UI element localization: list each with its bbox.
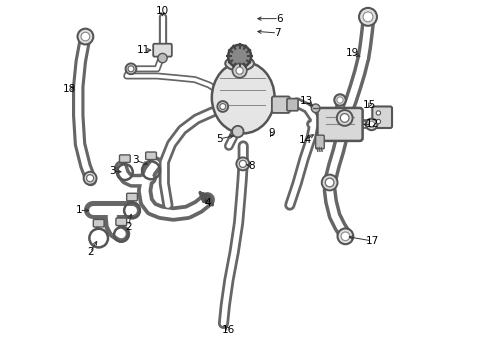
Circle shape [341,114,349,122]
Text: 19: 19 [346,48,359,58]
Circle shape [376,120,381,124]
Text: 10: 10 [156,6,169,17]
Circle shape [239,160,246,167]
Circle shape [311,104,320,113]
Text: 6: 6 [276,14,282,24]
Circle shape [337,97,343,103]
Circle shape [236,67,243,74]
Circle shape [334,94,346,106]
FancyBboxPatch shape [116,218,126,226]
Circle shape [87,175,94,182]
Text: 3: 3 [109,166,116,176]
Circle shape [220,104,226,109]
Text: 13: 13 [300,96,313,106]
Circle shape [125,63,136,74]
Circle shape [337,110,353,126]
FancyBboxPatch shape [120,155,130,162]
Circle shape [81,32,90,41]
Circle shape [322,175,338,190]
Circle shape [338,228,353,244]
Circle shape [236,157,249,170]
Circle shape [218,101,228,112]
Circle shape [359,8,377,26]
Circle shape [77,29,93,44]
Circle shape [325,178,334,187]
Circle shape [232,126,244,137]
Circle shape [341,232,350,240]
FancyBboxPatch shape [93,220,104,227]
Text: 3: 3 [132,155,139,165]
FancyBboxPatch shape [372,107,392,128]
Circle shape [368,121,375,127]
Circle shape [366,119,377,130]
Text: 5: 5 [217,134,223,144]
Circle shape [363,12,373,22]
Text: 14: 14 [298,135,312,145]
Text: 2: 2 [125,222,132,231]
Text: 18: 18 [63,84,76,94]
Circle shape [158,53,167,63]
Circle shape [128,66,134,72]
FancyBboxPatch shape [126,193,137,201]
Text: 1: 1 [76,206,83,216]
Circle shape [84,172,97,185]
Text: 8: 8 [248,161,255,171]
Circle shape [376,111,381,115]
Text: 17: 17 [366,236,379,246]
Circle shape [228,45,251,68]
Text: 9: 9 [269,129,275,138]
Text: 12: 12 [366,120,379,129]
Ellipse shape [212,62,274,134]
Text: 7: 7 [274,28,281,38]
Text: 16: 16 [222,325,236,335]
Circle shape [232,63,247,78]
FancyBboxPatch shape [316,135,324,149]
Text: 2: 2 [87,247,94,257]
FancyBboxPatch shape [287,99,298,111]
Text: 11: 11 [137,45,150,55]
Text: 4: 4 [204,198,211,208]
Ellipse shape [225,56,254,71]
FancyBboxPatch shape [153,44,172,57]
FancyBboxPatch shape [272,96,290,113]
Text: 15: 15 [363,100,376,110]
FancyBboxPatch shape [146,152,156,159]
FancyBboxPatch shape [318,108,363,141]
